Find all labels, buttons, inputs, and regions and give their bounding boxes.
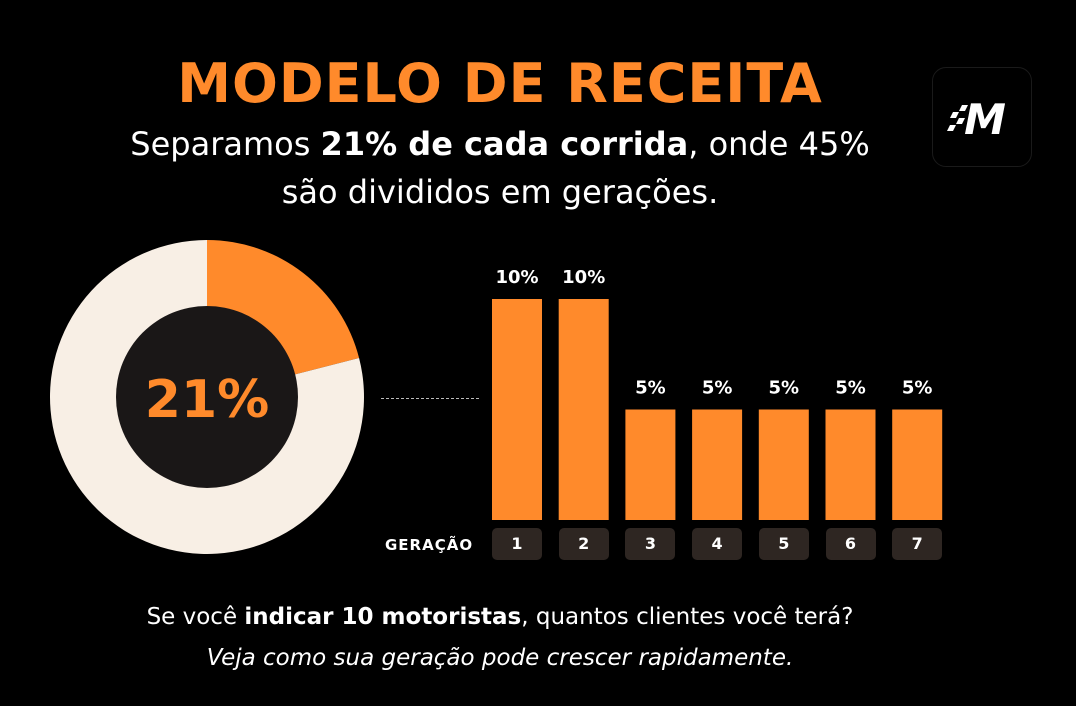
bar-generation-7: [892, 409, 943, 520]
bar-value-label: 10%: [562, 267, 605, 288]
generation-tick-7: 7: [892, 528, 943, 560]
bar-generation-6: [825, 409, 876, 520]
connector-dashed-line: [381, 398, 479, 399]
bar-generation-2: [558, 299, 609, 520]
footer-text-bold: indicar 10 motoristas: [244, 604, 522, 630]
bar-value-label: 5%: [635, 378, 666, 399]
bar-value-label: 5%: [902, 378, 933, 399]
footer-tagline: Veja como sua geração pode crescer rapid…: [206, 645, 794, 671]
bar-value-label: 10%: [495, 267, 538, 288]
logo-letter: M: [964, 95, 1006, 144]
bar-generation-5: [758, 409, 809, 520]
footer-question: Se você indicar 10 motoristas, quantos c…: [0, 604, 1000, 630]
subtitle-text-pre: Separamos: [130, 125, 321, 163]
generation-tick-3: 3: [625, 528, 676, 560]
bar-generation-4: [692, 409, 743, 520]
donut-center-label: 21%: [145, 370, 269, 430]
checkered-flag-m-logo-icon: M: [947, 95, 1006, 144]
subtitle: Separamos 21% de cada corrida, onde 45% …: [0, 120, 1000, 216]
page-title: MODELO DE RECEITA: [177, 52, 823, 115]
subtitle-line-2: são divididos em gerações.: [281, 173, 719, 211]
brand-logo: M: [932, 67, 1032, 167]
bar-value-label: 5%: [702, 378, 733, 399]
subtitle-text-post: , onde 45%: [688, 125, 870, 163]
x-axis-label: GERAÇÃO: [385, 536, 474, 554]
bar-value-label: 5%: [769, 378, 800, 399]
generation-tick-1: 1: [492, 528, 542, 560]
subtitle-text-bold: 21% de cada corrida: [320, 125, 689, 163]
footer-text-pre: Se você: [146, 604, 245, 630]
generation-tick-2: 2: [558, 528, 609, 560]
generation-tick-4: 4: [692, 528, 743, 560]
generation-tick-6: 6: [825, 528, 876, 560]
generation-tick-5: 5: [758, 528, 809, 560]
donut-center: [116, 306, 298, 488]
bar-generation-1: [492, 299, 542, 520]
footer-text-post: , quantos clientes você terá?: [521, 604, 854, 630]
bar-generation-3: [625, 409, 676, 520]
bar-value-label: 5%: [835, 378, 866, 399]
